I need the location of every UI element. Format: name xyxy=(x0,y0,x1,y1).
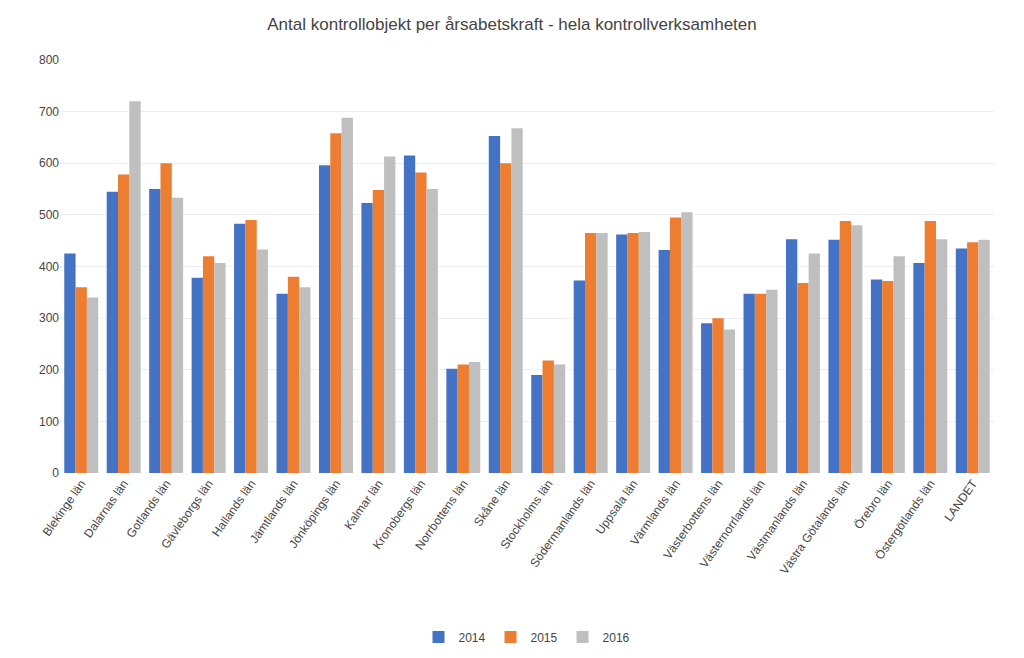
svg-text:600: 600 xyxy=(39,156,59,170)
svg-text:2014: 2014 xyxy=(459,631,486,645)
svg-text:2016: 2016 xyxy=(603,631,630,645)
svg-text:Norrbottens län: Norrbottens län xyxy=(412,477,471,552)
svg-text:Kalmar län: Kalmar län xyxy=(341,477,385,532)
svg-text:Blekinge län: Blekinge län xyxy=(40,477,89,539)
svg-text:Gävleborgs län: Gävleborgs län xyxy=(158,477,216,551)
svg-text:Värmlands län: Värmlands län xyxy=(627,477,682,548)
svg-text:700: 700 xyxy=(39,105,59,119)
svg-text:Stockholms län: Stockholms län xyxy=(497,477,555,552)
svg-text:300: 300 xyxy=(39,311,59,325)
svg-text:Dalarnas län: Dalarnas län xyxy=(81,477,131,540)
svg-text:800: 800 xyxy=(39,53,59,67)
svg-text:Jönköpings län: Jönköpings län xyxy=(286,477,343,551)
svg-text:Västra Götalands län: Västra Götalands län xyxy=(777,477,853,577)
svg-text:Västerbottens län: Västerbottens län xyxy=(660,477,725,562)
svg-text:Skåne län: Skåne län xyxy=(471,477,513,529)
svg-text:Örebro län: Örebro län xyxy=(851,477,895,531)
svg-text:500: 500 xyxy=(39,208,59,222)
svg-text:200: 200 xyxy=(39,363,59,377)
svg-text:Södermanlands län: Södermanlands län xyxy=(527,477,598,570)
svg-text:Kronobergs län: Kronobergs län xyxy=(370,477,428,552)
svg-text:LANDET: LANDET xyxy=(942,477,981,524)
svg-text:0: 0 xyxy=(52,466,59,480)
svg-text:Hallands län: Hallands län xyxy=(209,477,258,539)
svg-text:Gotlands län: Gotlands län xyxy=(123,477,173,540)
svg-text:Västernorrlands län: Västernorrlands län xyxy=(697,477,768,570)
svg-text:100: 100 xyxy=(39,415,59,429)
svg-text:Jämtlands län: Jämtlands län xyxy=(247,477,301,546)
svg-text:Uppsala län: Uppsala län xyxy=(593,477,641,537)
svg-text:Västmanlands län: Västmanlands län xyxy=(744,477,810,563)
svg-text:Antal kontrollobjekt per årsab: Antal kontrollobjekt per årsabetskraft -… xyxy=(267,15,756,34)
svg-text:400: 400 xyxy=(39,260,59,274)
svg-text:Östergötlands län: Östergötlands län xyxy=(872,477,937,562)
svg-text:2015: 2015 xyxy=(531,631,558,645)
